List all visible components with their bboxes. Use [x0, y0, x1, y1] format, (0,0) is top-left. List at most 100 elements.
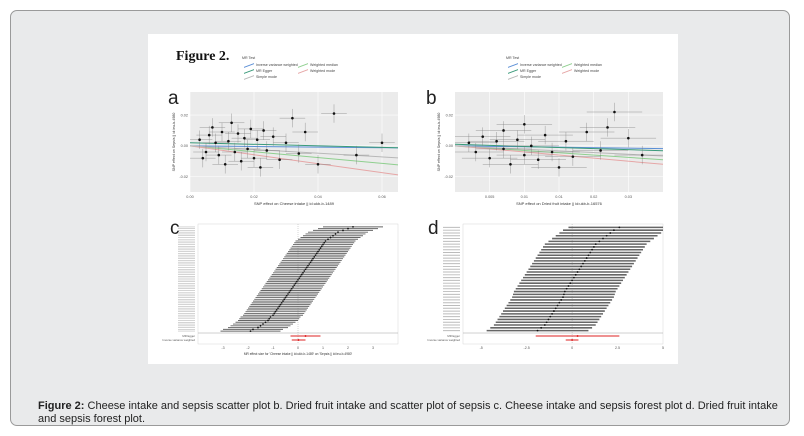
data-point: [271, 135, 275, 138]
snp-estimate: [609, 232, 612, 234]
data-point: [262, 129, 265, 132]
x-tick-label: 0.00: [186, 195, 193, 199]
regression-line: [189, 142, 399, 149]
data-point: [239, 159, 243, 163]
snp-estimate: [567, 285, 570, 287]
figure-title: Figure 2.: [176, 49, 230, 64]
data-point: [502, 129, 505, 132]
snp-estimate: [289, 289, 292, 292]
data-point: [297, 152, 301, 155]
data-point: [606, 126, 609, 129]
x-tick-label: -5: [480, 346, 483, 350]
data-point: [316, 163, 320, 166]
snp-estimate: [315, 252, 318, 255]
snp-estimate: [302, 271, 304, 274]
data-point: [481, 135, 485, 138]
snp-estimate: [324, 240, 327, 242]
panel-label-b: b: [426, 88, 437, 109]
legend-header: MR Test: [242, 56, 256, 60]
y-axis-label: SNP effect on Sepsis || id:ieu-b-4980: [437, 113, 441, 172]
x-tick-label: 0.02: [250, 195, 257, 199]
x-tick-label: 2: [347, 346, 349, 350]
data-point: [529, 144, 533, 148]
snp-estimate: [587, 254, 590, 257]
snp-estimate: [323, 241, 326, 244]
summary-label: MR Egger: [182, 334, 195, 338]
snp-estimate: [543, 324, 546, 326]
data-point: [467, 141, 471, 145]
x-tick-label: 0: [297, 346, 299, 350]
legend-item: Weighted median: [574, 63, 602, 67]
data-point: [640, 153, 644, 157]
data-point: [495, 139, 498, 143]
snp-estimate: [259, 324, 262, 327]
x-axis-label: SNP effect on Dried fruit intake || id:u…: [516, 201, 603, 206]
data-point: [249, 127, 253, 131]
legend-item: Simple mode: [256, 75, 277, 79]
snp-estimate: [576, 271, 579, 273]
x-tick-label: 5: [662, 346, 664, 350]
snp-estimate: [277, 307, 279, 310]
regression-line: [454, 145, 664, 157]
snp-estimate: [540, 326, 543, 329]
data-point: [220, 130, 224, 134]
caption-label: Figure 2:: [38, 400, 85, 412]
snp-estimate: [560, 299, 563, 301]
panel-label-a: a: [168, 88, 179, 109]
snp-estimate: [589, 251, 592, 254]
snp-estimate: [585, 257, 588, 259]
regression-line: [454, 143, 664, 152]
data-point: [536, 158, 540, 161]
snp-estimate: [573, 276, 575, 279]
data-point: [509, 163, 512, 166]
snp-estimate: [553, 310, 555, 312]
data-point: [571, 155, 575, 158]
regression-line: [189, 145, 399, 159]
snp-estimate: [352, 225, 354, 228]
snp-estimate: [273, 312, 276, 315]
data-point: [211, 126, 214, 129]
snp-estimate: [327, 238, 329, 241]
data-point: [303, 130, 307, 134]
data-point: [243, 136, 246, 140]
summary-label: Inverse variance weighted: [163, 338, 196, 342]
x-tick-label: 0.03: [625, 195, 632, 199]
legend-item: MR Egger: [520, 69, 537, 73]
snp-estimate: [583, 259, 586, 262]
snp-estimate: [562, 296, 564, 299]
snp-estimate: [574, 273, 577, 276]
snp-estimate: [314, 254, 317, 257]
snp-estimate: [274, 310, 277, 313]
snp-estimate: [547, 318, 550, 321]
x-tick-label: 0.01: [555, 195, 562, 199]
caption-text: Cheese intake and sepsis scatter plot b.…: [38, 400, 778, 425]
legend-right: MR Test Inverse variance weighted Weighted…: [506, 56, 616, 80]
x-tick-label: 0: [571, 346, 573, 350]
legend-item: Inverse variance weighted: [256, 63, 298, 67]
snp-estimate: [267, 319, 269, 322]
data-point: [488, 156, 491, 160]
snp-estimate: [252, 328, 254, 331]
snp-estimate: [334, 233, 337, 235]
data-point: [278, 158, 281, 161]
snp-estimate: [318, 248, 321, 251]
y-tick-label: 0.00: [181, 144, 188, 148]
summary-estimate: [297, 339, 300, 341]
data-point: [227, 139, 230, 143]
data-point: [246, 147, 249, 151]
snp-estimate: [322, 243, 324, 246]
snp-estimate: [605, 234, 608, 237]
legend-item: MR Egger: [256, 69, 273, 73]
summary-estimate: [576, 335, 579, 337]
data-point: [252, 156, 256, 160]
snp-estimate: [563, 293, 565, 296]
snp-estimate: [308, 263, 311, 265]
snp-estimate: [282, 300, 284, 302]
snp-estimate: [284, 296, 287, 299]
x-tick-label: -2.5: [524, 346, 530, 350]
snp-estimate: [549, 315, 552, 318]
snp-estimate: [280, 301, 283, 304]
data-point: [557, 166, 561, 169]
x-tick-label: 1: [322, 346, 324, 350]
